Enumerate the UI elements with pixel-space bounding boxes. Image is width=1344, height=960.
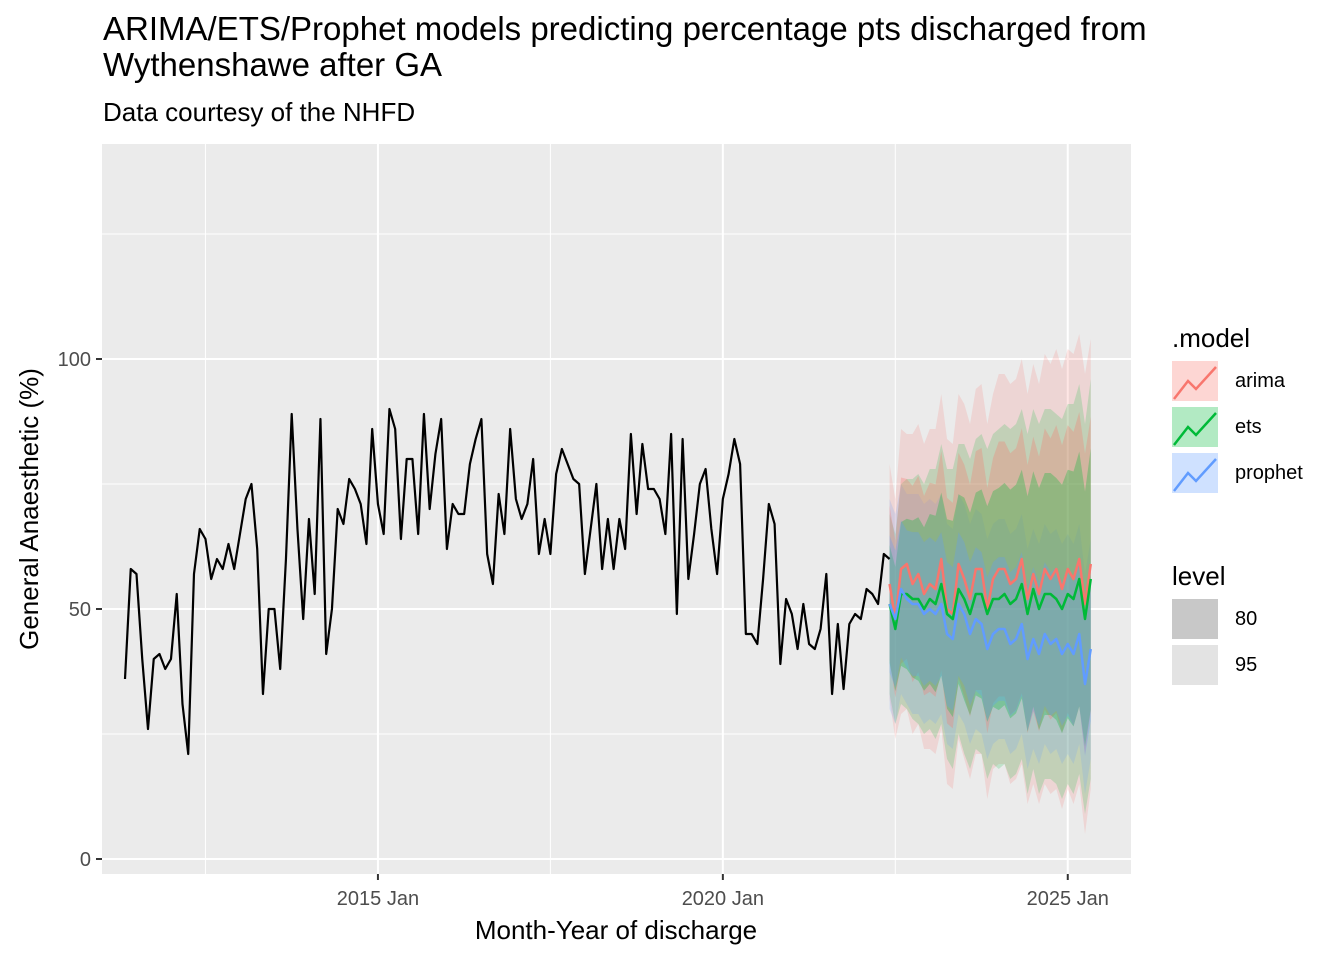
arima-legend-key	[1172, 361, 1218, 401]
ets-legend-line	[1173, 412, 1217, 446]
ets-legend-key	[1172, 407, 1218, 447]
plot-panel	[102, 144, 1131, 874]
minor-gridlines	[102, 144, 1131, 874]
level-legend-title: level	[1172, 561, 1226, 591]
prophet-legend-key	[1172, 453, 1218, 493]
arima-legend-glyph	[1173, 366, 1217, 400]
arima-band-80	[889, 411, 1091, 755]
ets-forecast-line	[888, 577, 1092, 631]
arima-legend-line	[1173, 366, 1217, 400]
ets-legend-glyph	[1173, 412, 1217, 446]
chart-subtitle: Data courtesy of the NHFD	[103, 97, 416, 127]
history-line	[123, 407, 891, 756]
arima-legend-label: arima	[1235, 369, 1286, 392]
model-legend-item: arima	[1172, 358, 1342, 404]
x-axis-title: Month-Year of discharge	[475, 915, 757, 945]
model-legend-title: .model	[1172, 323, 1251, 353]
level-95-label: 95	[1235, 653, 1258, 676]
prophet-forecast-line	[888, 587, 1092, 686]
level-legend-item: 95	[1172, 642, 1342, 688]
x-tick-label: 2025 Jan	[1027, 888, 1109, 910]
y-axis-title: General Anaesthetic (%)	[14, 368, 44, 650]
model-legend-item: ets	[1172, 404, 1342, 450]
level-95-key	[1172, 645, 1218, 685]
level-80-label: 80	[1235, 607, 1258, 630]
history-series	[123, 407, 891, 756]
arima-band-95	[889, 334, 1091, 834]
y-tick-label: 100	[58, 349, 91, 371]
prophet-legend-line	[1173, 458, 1217, 492]
axes: 0 50 100 2015 Jan 2020 Jan 2025 Jan	[58, 349, 1109, 910]
ets-legend-label: ets	[1235, 415, 1262, 438]
y-tick-label: 50	[69, 599, 91, 621]
x-tick-label: 2015 Jan	[337, 888, 419, 910]
x-tick-label: 2020 Jan	[682, 888, 764, 910]
forecast-lines	[888, 557, 1092, 686]
arima-forecast-line	[888, 557, 1092, 621]
model-legend: .model arima ets prophet	[1172, 318, 1342, 496]
y-tick-label: 0	[80, 849, 91, 871]
chart-title: ARIMA/ETS/Prophet models predicting perc…	[103, 10, 1147, 83]
model-legend-item: prophet	[1172, 450, 1342, 496]
prophet-legend-glyph	[1173, 458, 1217, 492]
level-80-key	[1172, 599, 1218, 639]
prophet-legend-label: prophet	[1235, 461, 1303, 484]
level-legend: level 80 95	[1172, 556, 1342, 688]
level-legend-item: 80	[1172, 596, 1342, 642]
